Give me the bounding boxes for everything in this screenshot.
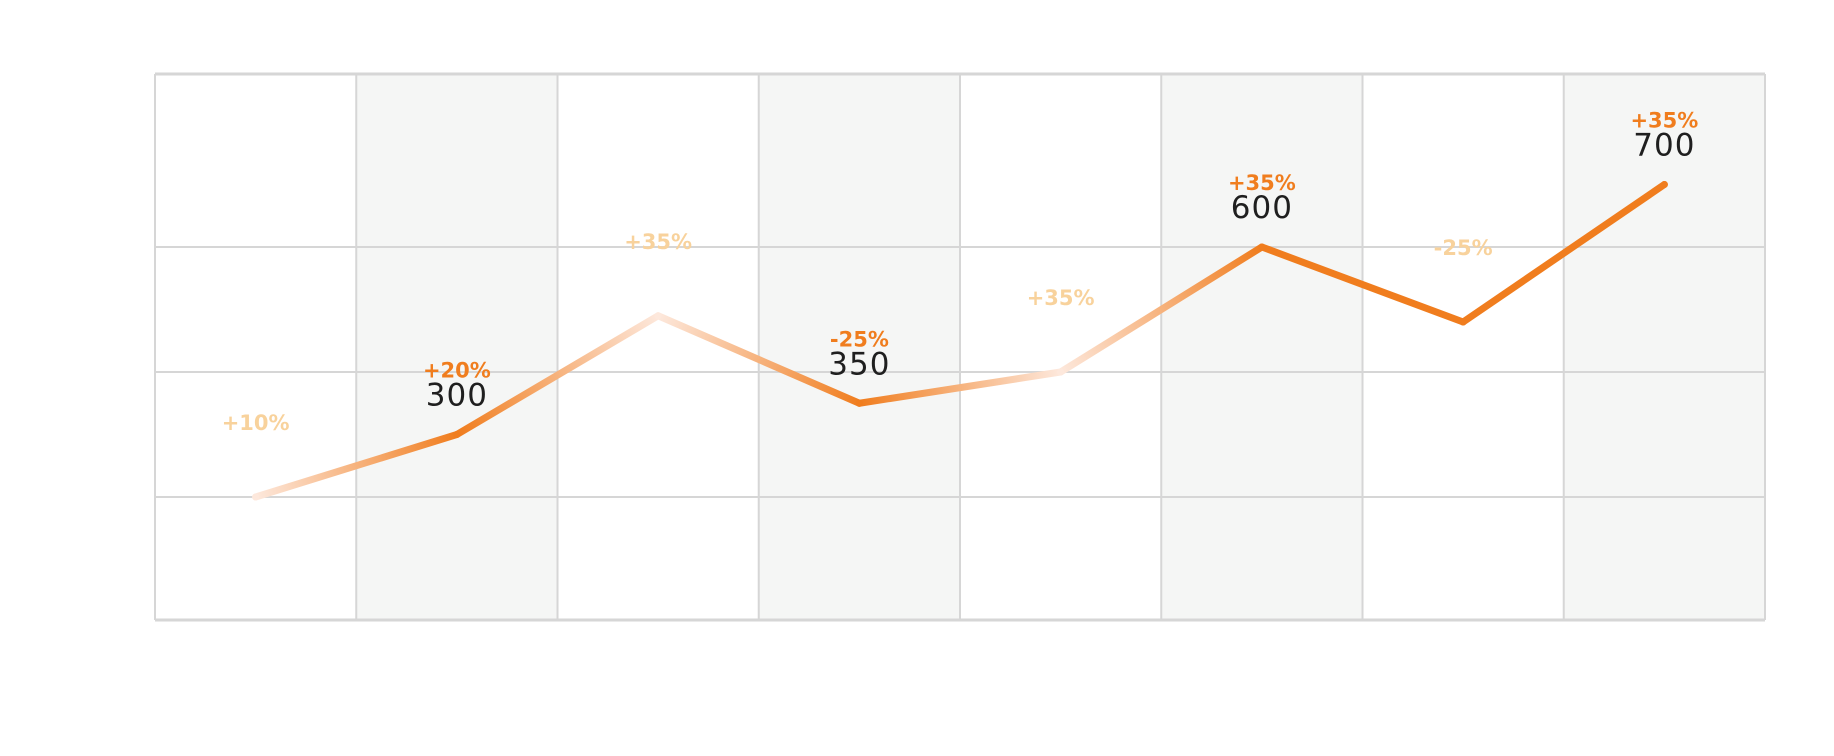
data-point-5: [1057, 368, 1065, 376]
plot-background: [356, 74, 1765, 620]
change-label-7: -25%: [1434, 236, 1493, 260]
line-segment-5: [1057, 243, 1266, 376]
line-segment-1: [252, 431, 461, 501]
change-label-3: +35%: [624, 230, 692, 254]
change-label-2: +20%: [423, 359, 491, 383]
value-label-4: 350: [828, 346, 890, 382]
line-segment-4: [855, 368, 1065, 407]
column-shade-8: [1563, 74, 1765, 620]
line-segment-2: [453, 312, 662, 438]
value-label-6: 600: [1231, 190, 1293, 226]
grid-lines: [154, 72, 1766, 622]
value-label-2: 300: [426, 378, 488, 414]
series-line: [252, 181, 1668, 501]
line-segment-3: [654, 312, 863, 407]
data-point-6: [1258, 243, 1266, 251]
data-point-4: [855, 399, 863, 407]
column-shade-2: [356, 74, 558, 620]
column-shade-6: [1161, 74, 1363, 620]
line-segment-6: [1258, 243, 1467, 326]
data-point-8: [1660, 181, 1668, 188]
data-point-2: [453, 431, 461, 438]
data-point-3: [654, 312, 662, 320]
value-label-8: 700: [1633, 128, 1695, 164]
column-shade-4: [758, 74, 960, 620]
change-label-1: +10%: [222, 411, 290, 435]
data-point-7: [1459, 318, 1467, 326]
change-label-8: +35%: [1630, 109, 1698, 133]
data-point-1: [252, 493, 260, 501]
change-label-4: -25%: [830, 327, 889, 351]
change-label-5: +35%: [1027, 286, 1095, 310]
change-label-6: +35%: [1228, 171, 1296, 195]
data-labels: +10%+20%300+35%-25%350+35%+35%600-25%+35…: [222, 109, 1699, 436]
line-segment-7: [1459, 181, 1668, 326]
